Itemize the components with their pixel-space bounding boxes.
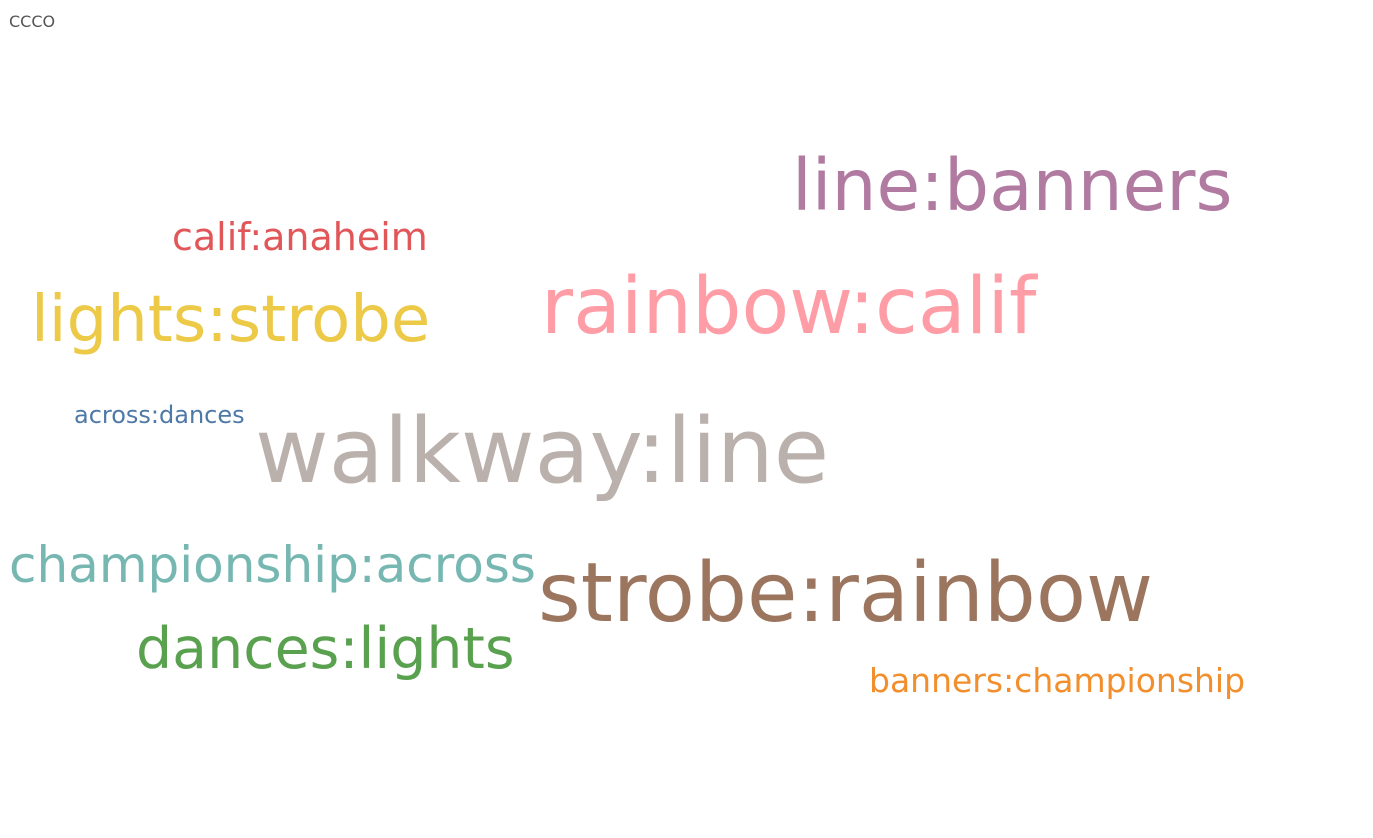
word-calif-anaheim: calif:anaheim [172,215,428,259]
word-walkway-line: walkway:line [255,399,829,504]
word-strobe-rainbow: strobe:rainbow [538,546,1153,641]
word-lights-strobe: lights:strobe [31,283,430,357]
word-rainbow-calif: rainbow:calif [541,262,1038,352]
word-dances-lights: dances:lights [136,616,515,682]
word-line-banners: line:banners [792,144,1233,227]
sheet-title: CCCO [9,12,56,31]
word-across-dances: across:dances [74,401,245,429]
word-banners-championship: banners:championship [869,661,1245,700]
word-championship-across: championship:across [9,536,536,594]
